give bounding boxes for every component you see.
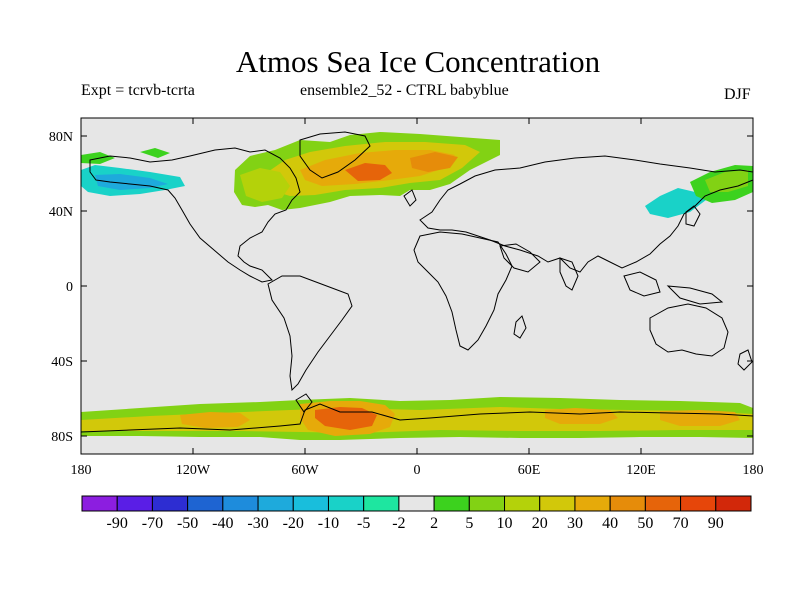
colorbar-swatch [539, 495, 576, 512]
colorbar-label: -40 [212, 515, 233, 532]
colorbar-swatch [644, 495, 682, 512]
okhotsk-sea [645, 188, 706, 218]
coastlines [80, 131, 754, 433]
lat-tick-label: 0 [66, 280, 73, 295]
colorbar-label: -30 [247, 515, 268, 532]
coastline-south-america [267, 275, 353, 392]
coastline-antarctica [80, 403, 754, 433]
colorbar-label: 2 [430, 515, 438, 532]
coastline-africa [413, 231, 513, 351]
season-label: DJF [724, 86, 751, 103]
colorbar-label: 20 [532, 515, 548, 532]
colorbar-label: 90 [708, 515, 724, 532]
colorbar-label: 40 [602, 515, 618, 532]
colorbar-swatch [398, 495, 435, 512]
colorbar-swatch [292, 495, 329, 512]
coastline-uk [403, 189, 417, 207]
coastline-se-asia-1 [623, 271, 661, 297]
east-siberian-patch [140, 148, 170, 158]
longitude-labels: 180 120W 60W 0 60E 120E 180 [71, 463, 764, 478]
lon-tick-label: 60W [291, 463, 319, 478]
experiment-label: Expt = tcrvb-tcrta [81, 82, 195, 99]
colorbar-label: -10 [318, 515, 339, 532]
colorbar-swatch [257, 495, 294, 512]
colorbar-swatch [609, 495, 646, 512]
coastline-new-zealand [737, 349, 753, 371]
colorbar-label: 5 [465, 515, 473, 532]
lon-tick-label: 180 [743, 463, 764, 478]
coastline-japan [685, 205, 701, 227]
coastline-arabia [499, 243, 541, 273]
axis-ticks [80, 118, 754, 454]
coastline-india [559, 257, 579, 291]
lat-tick-label: 80N [49, 130, 73, 145]
coastline-australia [649, 303, 729, 357]
lat-tick-label: 40S [51, 355, 73, 370]
coastline-north-america [89, 147, 301, 283]
colorbar-label: -5 [357, 515, 370, 532]
colorbar-label: -70 [142, 515, 163, 532]
colorbar-swatch [116, 495, 153, 512]
lon-tick-label: 0 [414, 463, 421, 478]
colorbar-swatch [151, 495, 189, 512]
coastline-eurasia [419, 155, 754, 273]
weddell-sea-core [315, 407, 377, 430]
colorbar-label: -90 [107, 515, 128, 532]
colorbar-swatch [81, 495, 118, 512]
coastline-antarctic-peninsula [295, 393, 313, 413]
colorbar-label: -20 [283, 515, 304, 532]
colorbar-swatch [468, 495, 506, 512]
lon-tick-label: 120E [626, 463, 656, 478]
southern-ocean-patch-2 [545, 408, 618, 424]
southern-ocean-patch-1 [180, 412, 250, 428]
colorbar-swatch [363, 495, 400, 512]
coastline-madagascar [513, 315, 527, 339]
coastline-se-asia-2 [666, 285, 724, 305]
colorbar-label: 10 [497, 515, 513, 532]
map-title: Atmos Sea Ice Concentration [235, 44, 601, 79]
colorbar-label: -50 [177, 515, 198, 532]
colorbar-swatch [680, 495, 717, 512]
colorbar-label: 70 [673, 515, 689, 532]
lat-tick-label: 40N [49, 205, 73, 220]
coastline-greenland [299, 131, 371, 179]
lat-tick-label: 80S [51, 430, 73, 445]
colorbar-label: -2 [392, 515, 405, 532]
colorbar-swatch [574, 495, 611, 512]
colorbar-swatch [433, 495, 470, 512]
barents-core [345, 163, 392, 181]
colorbar-label: 50 [637, 515, 653, 532]
colorbar-swatch [187, 495, 224, 512]
colorbar-swatch [504, 495, 541, 512]
greenland-sea-core [410, 152, 458, 172]
latitude-labels: 80N 40N 0 40S 80S [49, 130, 73, 445]
colorbar-label: 30 [567, 515, 583, 532]
colorbar-swatch [222, 495, 259, 512]
lon-tick-label: 60E [518, 463, 541, 478]
colorbar: -90 -70 -50 -40 -30 -20 -10 -5 -2 2 5 10 20 30 40 50 70 9… [81, 495, 752, 532]
colorbar-swatch [715, 495, 752, 512]
lon-tick-label: 120W [176, 463, 211, 478]
lon-tick-label: 180 [71, 463, 92, 478]
ensemble-label: ensemble2_52 - CTRL babyblue [300, 82, 509, 99]
colorbar-swatch [327, 495, 365, 512]
hudson-bay-patch [240, 168, 290, 202]
